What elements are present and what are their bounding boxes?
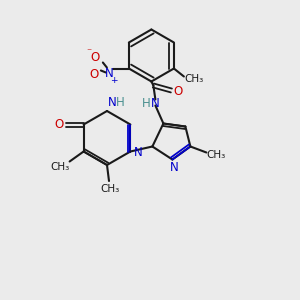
Text: O: O [174, 85, 183, 98]
Text: O: O [89, 68, 98, 81]
Text: N: N [104, 67, 113, 80]
Text: N: N [108, 97, 116, 110]
Text: +: + [110, 76, 118, 85]
Text: N: N [151, 97, 160, 110]
Text: CH₃: CH₃ [100, 184, 120, 194]
Text: N: N [134, 146, 143, 159]
Text: H: H [142, 97, 151, 110]
Text: CH₃: CH₃ [184, 74, 203, 85]
Text: ⁻: ⁻ [86, 47, 92, 58]
Text: O: O [90, 51, 100, 64]
Text: N: N [170, 161, 179, 174]
Text: CH₃: CH₃ [207, 151, 226, 160]
Text: CH₃: CH₃ [50, 161, 69, 172]
Text: O: O [54, 118, 63, 131]
Text: H: H [116, 97, 124, 110]
